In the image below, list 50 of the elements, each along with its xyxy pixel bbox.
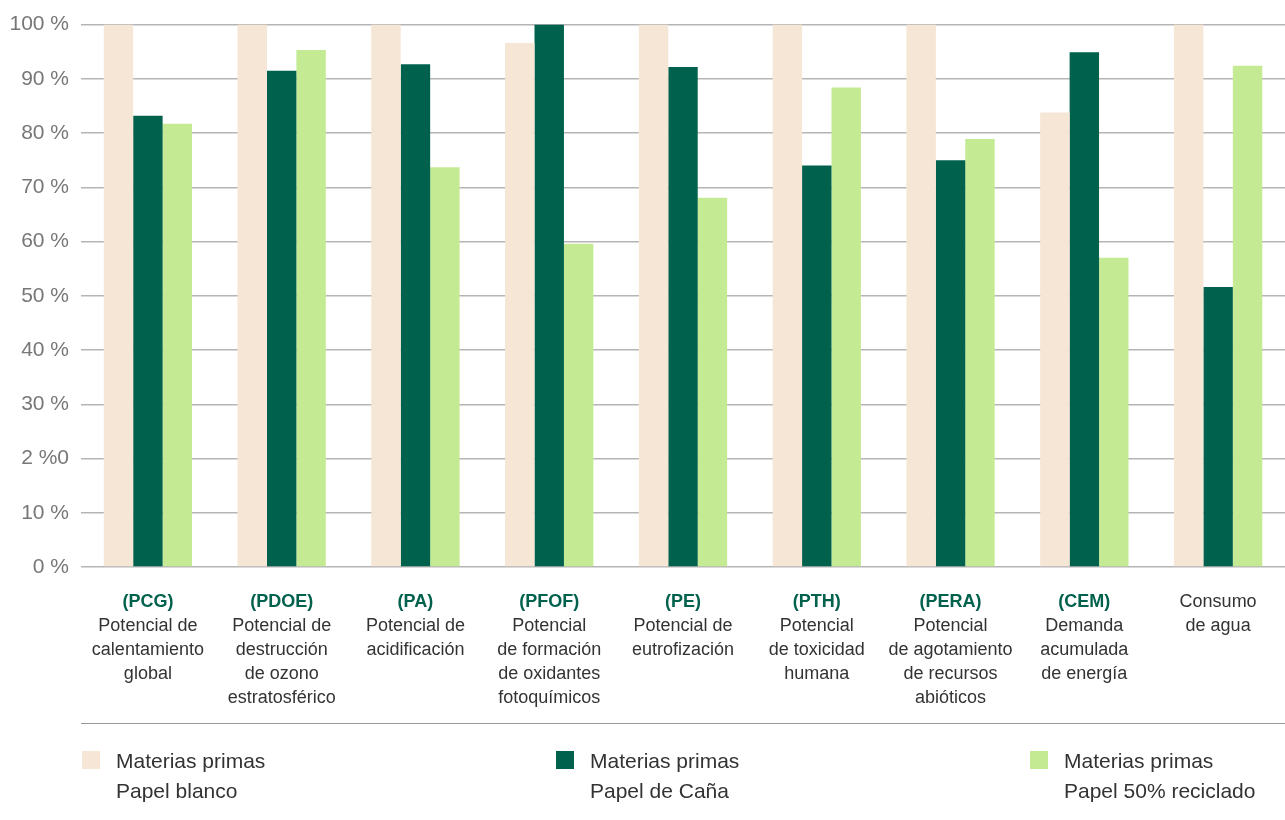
- x-tick-label: (PTH) Potencial de toxicidad humana: [768, 591, 865, 683]
- y-tick-label: 0 %: [32, 553, 69, 577]
- bar: [103, 24, 134, 567]
- x-tick-label: (CEM) Demanda acumulada de energía: [1040, 591, 1130, 683]
- bar: [935, 160, 966, 567]
- legend-label: Materias primas Papel blanco: [116, 748, 266, 804]
- bar: [1069, 52, 1100, 567]
- bar: [697, 197, 728, 567]
- x-tick-label: Consumo de agua: [1179, 591, 1257, 635]
- x-tick-label: (PE) Potencial de eutrofización: [631, 591, 735, 659]
- bar: [1173, 24, 1204, 567]
- y-tick-label: 100 %: [9, 11, 69, 35]
- bar: [430, 167, 460, 567]
- bar: [831, 87, 861, 567]
- y-tick-label: 30 %: [21, 391, 69, 415]
- y-tick-label: 80 %: [21, 119, 69, 143]
- bar: [1232, 65, 1263, 567]
- bar: [772, 24, 803, 567]
- bar: [668, 66, 698, 567]
- bar: [638, 24, 669, 567]
- bar: [237, 24, 267, 567]
- bar: [1099, 257, 1129, 567]
- bar: [400, 64, 431, 567]
- y-tick-label: 50 %: [21, 282, 69, 306]
- bar: [505, 43, 535, 567]
- bar: [802, 165, 832, 567]
- bar: [1203, 287, 1233, 567]
- bar: [965, 139, 995, 567]
- y-tick-label: 40 %: [21, 336, 69, 360]
- bar: [371, 24, 401, 567]
- y-tick-label: 10 %: [21, 499, 69, 523]
- x-tick-label: (PA) Potencial de acidificación: [365, 591, 465, 659]
- x-tick-label: (PDOE) Potencial de destrucción de ozono estratosférico: [227, 591, 336, 707]
- bar: [296, 50, 326, 567]
- bar: [266, 70, 297, 567]
- bar: [1040, 112, 1070, 567]
- bar: [162, 123, 193, 567]
- bar: [133, 115, 163, 567]
- x-tick-label: (PCG) Potencial de calentamiento global: [91, 591, 204, 683]
- legend-label: Materias primas Papel de Caña: [590, 748, 740, 804]
- y-tick-label: 90 %: [21, 65, 69, 89]
- y-tick-label: 70 %: [21, 174, 69, 198]
- bar: [534, 24, 564, 567]
- bar: [906, 24, 936, 567]
- y-tick-label: 60 %: [21, 228, 69, 252]
- x-tick-label: (PFOF) Potencial de formación de oxidantes fotoquímicos: [497, 591, 602, 707]
- bar: [563, 243, 594, 567]
- x-tick-label: (PERA) Potencial de agotamiento de recursos abióticos: [888, 591, 1013, 707]
- y-tick-label: 2 %0: [21, 445, 69, 469]
- legend-label: Materias primas Papel 50% reciclado: [1064, 748, 1256, 804]
